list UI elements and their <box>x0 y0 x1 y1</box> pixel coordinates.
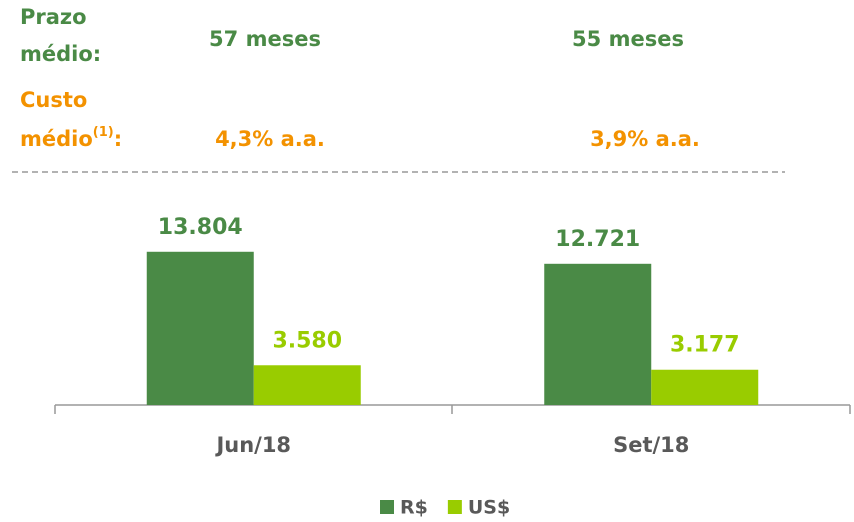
row-label: Custo <box>20 88 87 112</box>
row-label: Prazo <box>20 5 87 29</box>
row-value: 4,3% a.a. <box>215 127 325 151</box>
row-value: 3,9% a.a. <box>590 127 700 151</box>
bar <box>544 263 652 405</box>
value-label: 3.580 <box>272 328 342 353</box>
value-label: 13.804 <box>158 215 243 240</box>
bar <box>146 251 254 405</box>
row-value: 57 meses <box>209 27 321 51</box>
x-tick-label: Set/18 <box>613 433 689 457</box>
legend-label: US$ <box>468 497 510 519</box>
legend-swatch <box>447 500 462 514</box>
row-label-suffix: : <box>114 127 122 151</box>
bar <box>651 369 759 405</box>
x-tick-label: Jun/18 <box>214 433 291 457</box>
row-label: médio(1): <box>20 125 122 152</box>
row-label: médio: <box>20 42 101 66</box>
row-value: 55 meses <box>572 27 684 51</box>
bar <box>253 365 361 405</box>
legend-swatch <box>380 500 394 514</box>
value-label: 3.177 <box>670 333 740 358</box>
value-label: 12.721 <box>555 227 640 252</box>
footnote-mark: (1) <box>93 125 114 140</box>
row-label-text: médio <box>20 127 93 151</box>
legend-label: R$ <box>400 497 428 519</box>
